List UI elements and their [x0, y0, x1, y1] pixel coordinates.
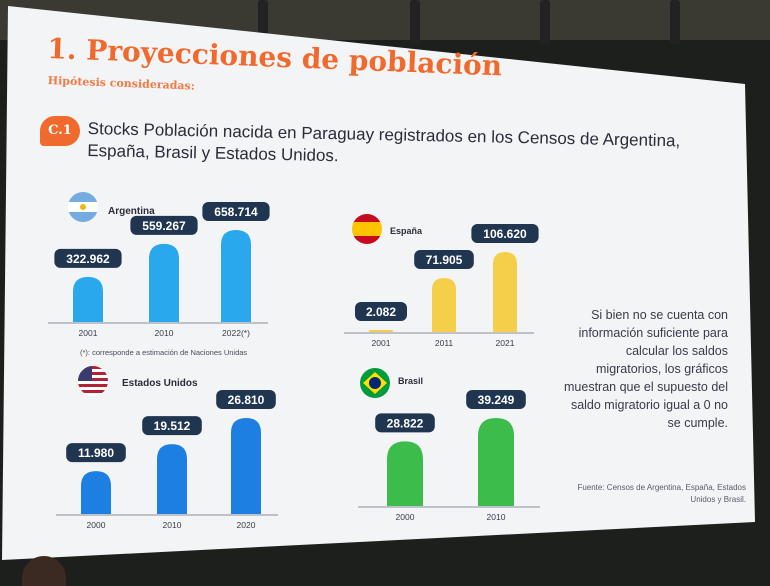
usa-flag-icon [78, 366, 108, 396]
category-label: 2011 [435, 338, 454, 348]
value-label: 39.249 [478, 393, 515, 407]
bar-argentina-2022 [221, 230, 251, 322]
value-label: 658.714 [214, 205, 258, 219]
category-label: 2021 [496, 338, 515, 348]
value-label-box [142, 416, 202, 436]
category-label: 2001 [79, 328, 98, 338]
value-label-box [66, 443, 126, 463]
spain-flag-icon [352, 214, 382, 244]
brazil-flag-icon [360, 368, 390, 398]
category-label: 2010 [163, 520, 182, 530]
chart-title-brasil: Brasil [398, 376, 424, 386]
category-label: 2001 [372, 338, 391, 348]
bar-brasil-2000 [387, 441, 423, 506]
bar-argentina-2001 [73, 276, 103, 322]
category-label: 2000 [87, 520, 106, 530]
value-label-box [355, 302, 407, 321]
ceiling-fixture [540, 0, 550, 44]
argentina-flag-icon [68, 192, 98, 222]
bar-espana-2011 [432, 278, 456, 332]
value-label: 2.082 [366, 305, 396, 319]
bar-brasil-2010 [478, 418, 514, 506]
category-label: 2010 [487, 512, 506, 522]
bar-argentina-2010 [149, 243, 179, 322]
side-note: Si bien no se cuenta con información suf… [564, 308, 728, 430]
ceiling-fixture [670, 0, 680, 44]
value-label: 28.822 [387, 416, 424, 430]
bar-usa-2020 [231, 418, 261, 514]
value-label-box [216, 390, 276, 409]
category-label: 2020 [237, 520, 256, 530]
chart-title-espana: España [390, 226, 423, 236]
value-label: 322.962 [66, 252, 110, 266]
chart-title-usa: Estados Unidos [122, 378, 198, 389]
value-label: 106.620 [483, 227, 527, 241]
value-label: 11.980 [78, 446, 114, 460]
bar-usa-2000 [81, 471, 111, 514]
bar-espana-2001 [369, 330, 393, 332]
value-label: 26.810 [228, 393, 265, 407]
value-label: 71.905 [426, 253, 463, 267]
value-label-box [375, 413, 435, 433]
source-note: Fuente: Censos de Argentina, España, Est… [577, 483, 746, 504]
chart-title-argentina: Argentina [108, 206, 155, 217]
value-label-box [130, 215, 198, 235]
ceiling-fixture [258, 0, 268, 44]
value-label: 559.267 [142, 219, 186, 233]
category-label: 2010 [155, 328, 174, 338]
section-badge: C.1 [40, 116, 80, 146]
value-label-box [466, 390, 526, 409]
bar-usa-2010 [157, 444, 187, 514]
value-label-box [202, 202, 270, 221]
footnote: (*): corresponde a estimación de Nacione… [80, 348, 248, 357]
bar-espana-2021 [493, 252, 517, 332]
value-label-box [471, 224, 539, 243]
category-label: 2022(*) [222, 328, 250, 338]
ceiling-fixture [410, 0, 420, 44]
value-label: 19.512 [154, 419, 191, 433]
value-label-box [54, 248, 122, 268]
value-label-box [414, 250, 474, 270]
category-label: 2000 [396, 512, 415, 522]
